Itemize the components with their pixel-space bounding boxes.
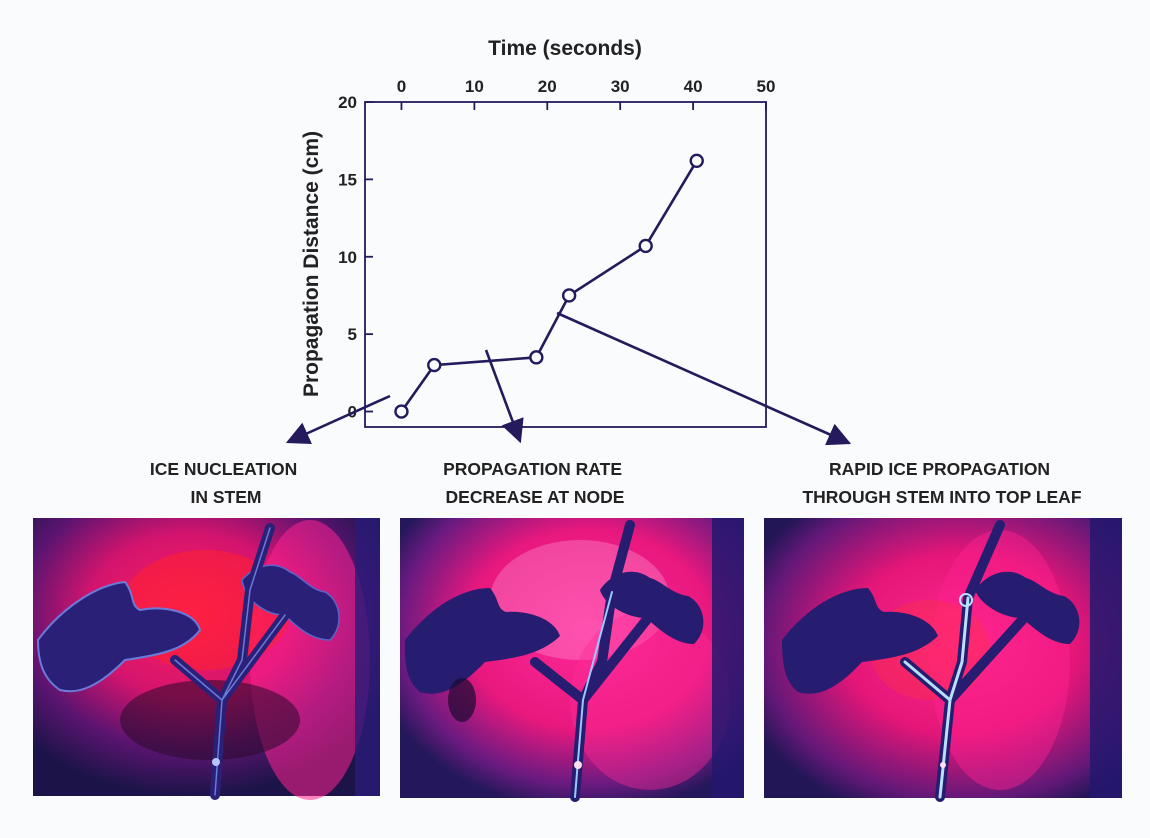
caption-ice-nucleation-line-2: IN STEM <box>191 487 262 507</box>
x-tick-label: 20 <box>538 77 557 96</box>
data-point <box>561 288 577 303</box>
data-point <box>689 153 704 169</box>
thermal-image-rate-decrease <box>400 518 744 802</box>
series-points <box>394 153 704 419</box>
data-point <box>394 404 409 419</box>
x-tick-label: 50 <box>757 77 776 96</box>
x-tick-label: 30 <box>611 77 630 96</box>
x-axis-title: Time (seconds) <box>488 37 642 60</box>
x-tick-label: 10 <box>465 77 484 96</box>
arrow-ice-nucleation <box>285 394 391 445</box>
caption-rapid-propagation-line-1: RAPID ICE PROPAGATION <box>829 459 1050 479</box>
data-point <box>529 350 544 365</box>
caption-rate-decrease: PROPAGATION RATE DECREASE AT NODE <box>443 459 627 507</box>
caption-rate-decrease-line-1: PROPAGATION RATE <box>443 459 622 479</box>
y-tick-label: 20 <box>338 93 357 112</box>
x-tick-label: 40 <box>684 77 703 96</box>
x-tick-labels: 0 10 20 30 40 50 <box>397 77 776 96</box>
caption-rapid-propagation-line-2: THROUGH STEM INTO TOP LEAF <box>802 487 1081 507</box>
y-ticks <box>365 101 373 413</box>
x-ticks <box>400 102 767 110</box>
y-tick-label: 10 <box>338 248 357 267</box>
caption-rate-decrease-line-2: DECREASE AT NODE <box>446 487 625 507</box>
x-tick-label: 0 <box>397 77 406 96</box>
y-tick-label: 15 <box>338 170 357 189</box>
data-point <box>638 238 653 254</box>
arrow-rapid-propagation <box>556 311 852 446</box>
y-tick-label: 5 <box>348 325 357 344</box>
thermal-image-rapid-propagation <box>764 518 1122 802</box>
plot-frame <box>364 101 767 428</box>
arrow-rate-decrease <box>484 349 524 444</box>
thermal-image-ice-nucleation <box>33 518 380 800</box>
caption-ice-nucleation: ICE NUCLEATION IN STEM <box>150 459 302 507</box>
data-point <box>427 357 442 373</box>
caption-ice-nucleation-line-1: ICE NUCLEATION <box>150 459 297 479</box>
caption-rapid-propagation: RAPID ICE PROPAGATION THROUGH STEM INTO … <box>802 459 1081 507</box>
y-axis-title: Propagation Distance (cm) <box>300 131 323 397</box>
series-line <box>400 160 698 413</box>
